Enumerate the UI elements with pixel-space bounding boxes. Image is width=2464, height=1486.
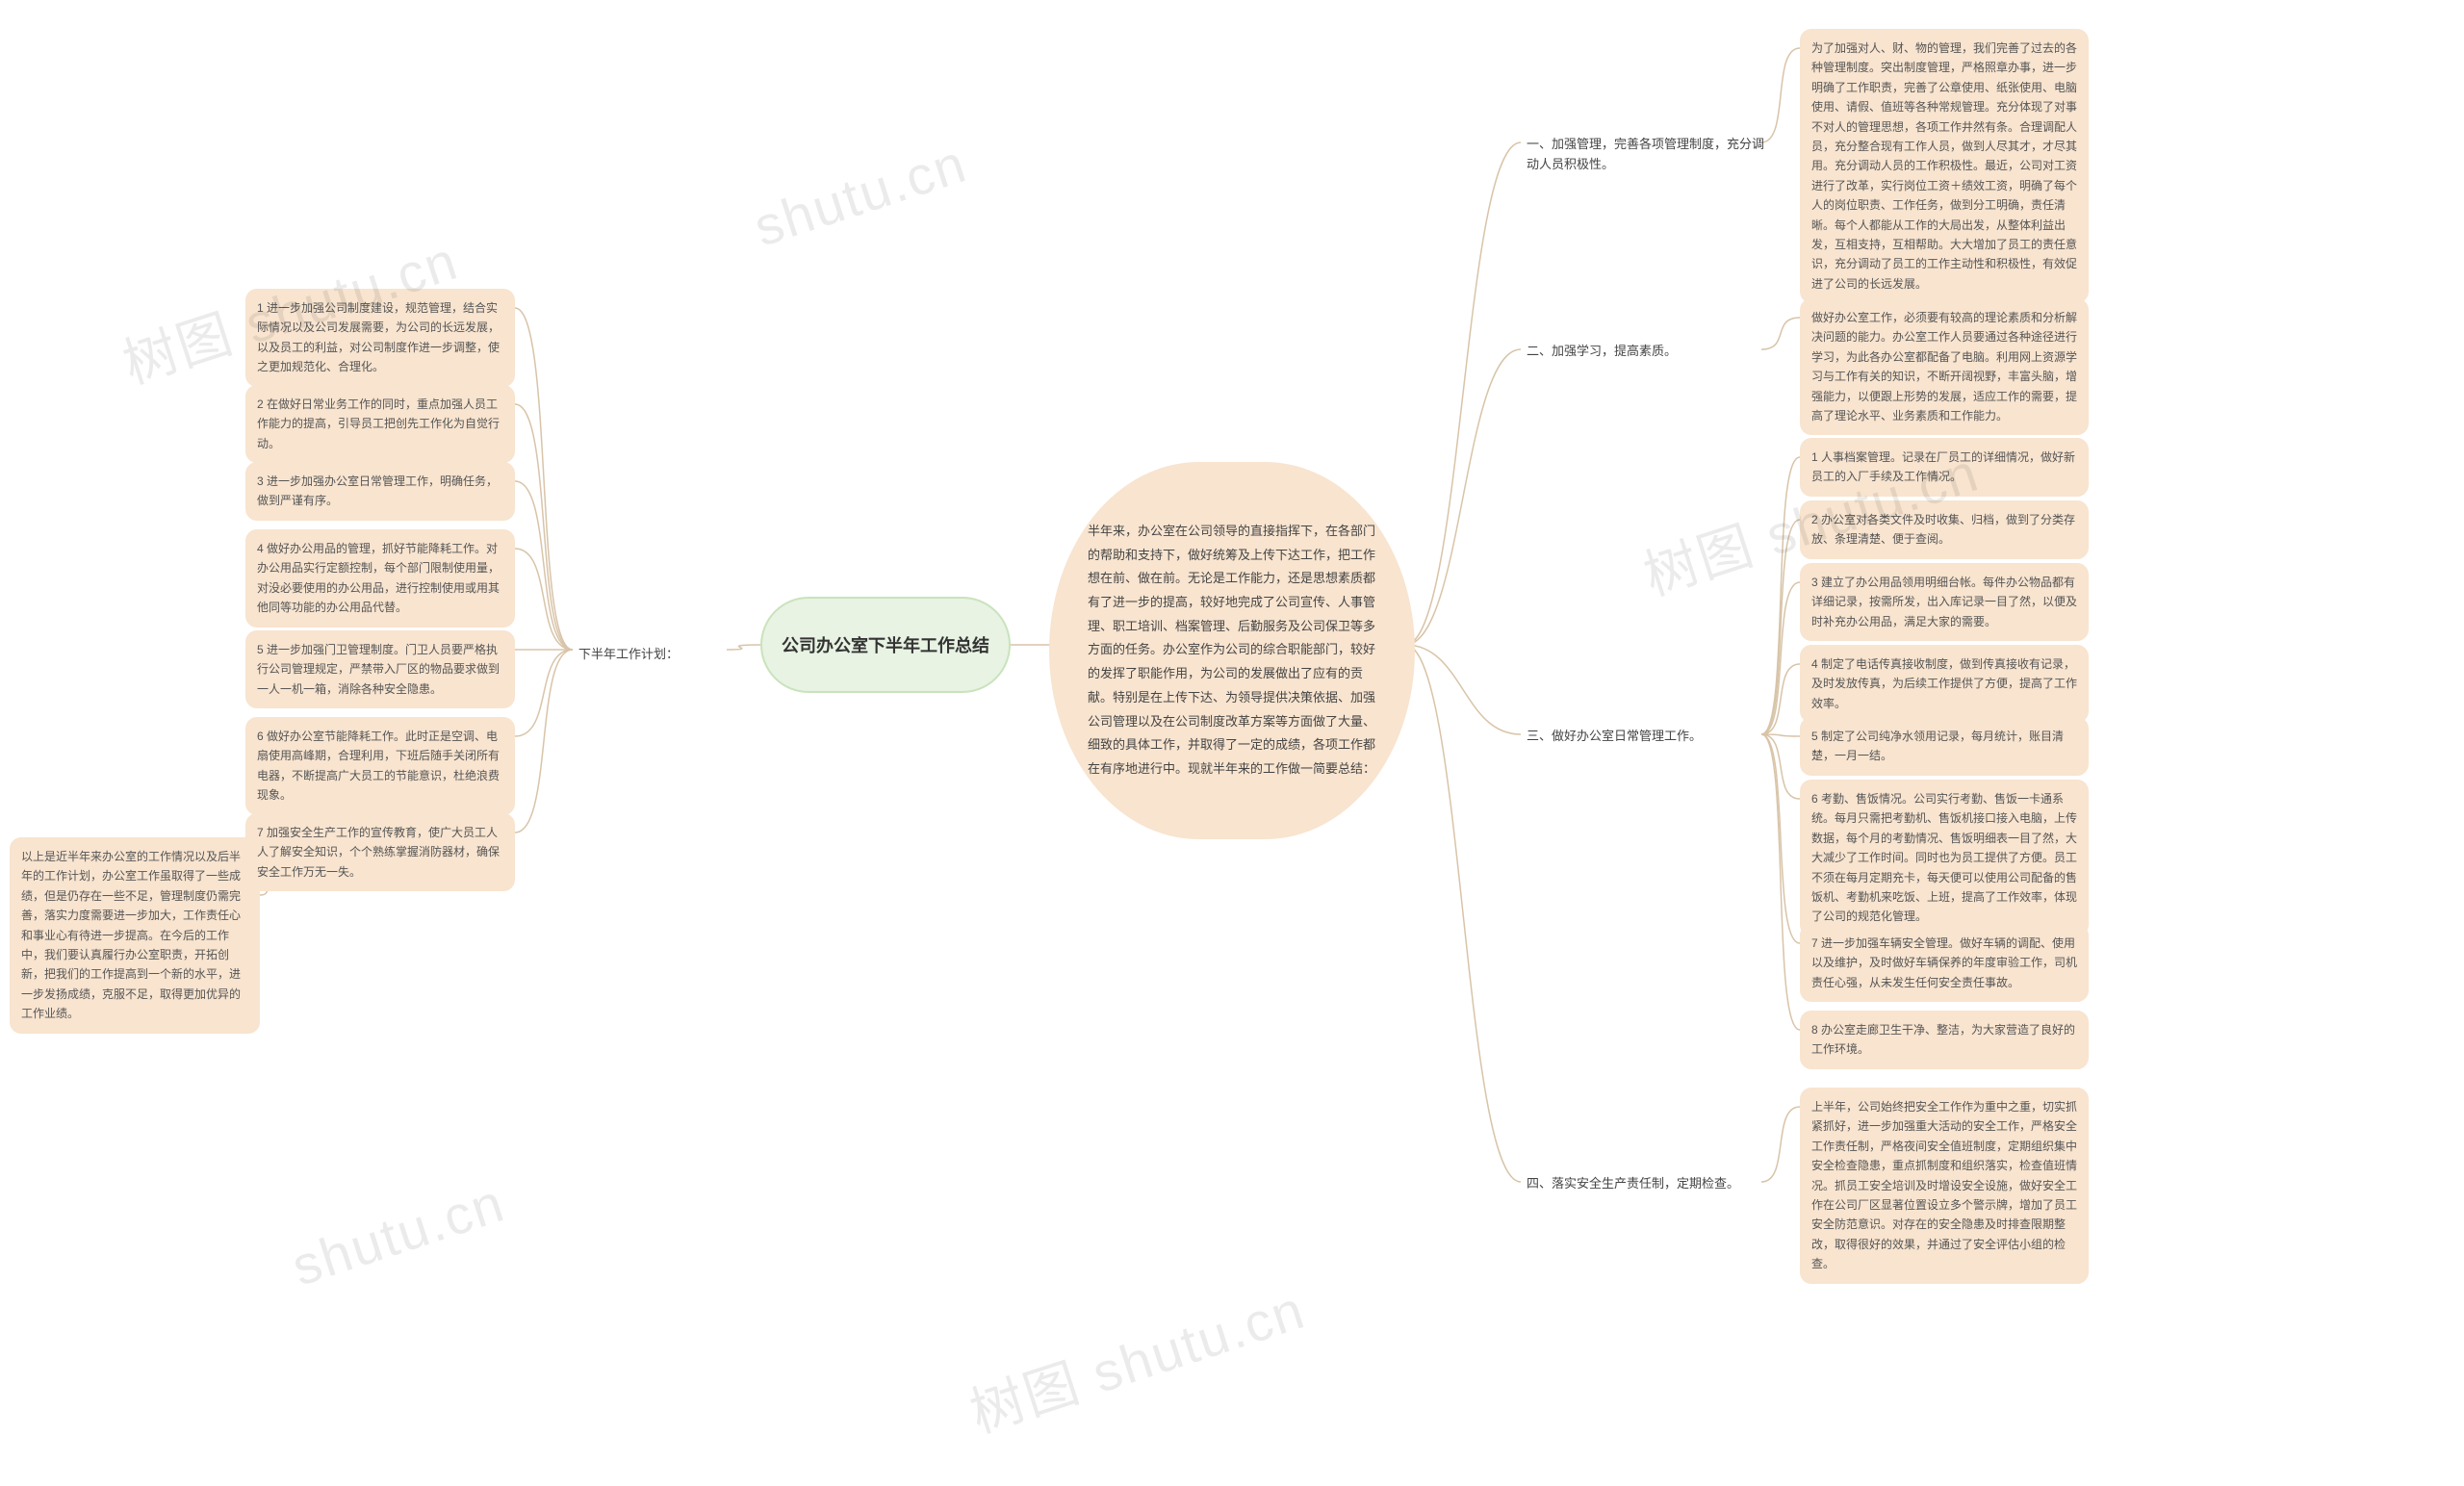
- left-leaf: 3 进一步加强办公室日常管理工作，明确任务，做到严谨有序。: [245, 462, 515, 521]
- left-leaf: 2 在做好日常业务工作的同时，重点加强人员工作能力的提高，引导员工把创先工作化为…: [245, 385, 515, 463]
- conclusion-leaf: 以上是近半年来办公室的工作情况以及后半年的工作计划，办公室工作虽取得了一些成绩，…: [10, 837, 260, 1034]
- watermark: 树图 shutu.cn: [959, 1267, 1314, 1448]
- left-leaf: 6 做好办公室节能降耗工作。此时正是空调、电扇使用高峰期，合理利用，下班后随手关…: [245, 717, 515, 815]
- right-leaf: 8 办公室走廊卫生干净、整洁，为大家营造了良好的工作环境。: [1800, 1011, 2089, 1069]
- right-leaf: 3 建立了办公用品领用明细台帐。每件办公物品都有详细记录，按需所发，出入库记录一…: [1800, 563, 2089, 641]
- right-leaf: 4 制定了电话传真接收制度，做到传真接收有记录，及时发放传真，为后续工作提供了方…: [1800, 645, 2089, 723]
- right-section-label: 四、落实安全生产责任制，定期检查。: [1521, 1165, 1745, 1204]
- right-section-label: 三、做好办公室日常管理工作。: [1521, 717, 1707, 756]
- right-section-label: 二、加强学习，提高素质。: [1521, 332, 1682, 372]
- right-leaf: 为了加强对人、财、物的管理，我们完善了过去的各种管理制度。突出制度管理，严格照章…: [1800, 29, 2089, 303]
- right-leaf: 5 制定了公司纯净水领用记录，每月统计，账目清楚，一月一结。: [1800, 717, 2089, 776]
- right-section-label: 一、加强管理，完善各项管理制度，充分调动人员积极性。: [1521, 125, 1771, 185]
- right-leaf: 6 考勤、售饭情况。公司实行考勤、售饭一卡通系统。每月只需把考勤机、售饭机接口接…: [1800, 780, 2089, 936]
- left-leaf: 7 加强安全生产工作的宣传教育，使广大员工人人了解安全知识，个个熟练掌握消防器材…: [245, 813, 515, 891]
- left-branch-label: 下半年工作计划：: [573, 635, 684, 675]
- center-node: 公司办公室下半年工作总结: [760, 597, 1011, 693]
- right-leaf: 1 人事档案管理。记录在厂员工的详细情况，做好新员工的入厂手续及工作情况。: [1800, 438, 2089, 497]
- watermark: shutu.cn: [285, 1170, 513, 1297]
- right-leaf: 2 办公室对各类文件及时收集、归档，做到了分类存放、条理清楚、便于查阅。: [1800, 500, 2089, 559]
- watermark: shutu.cn: [747, 131, 975, 258]
- right-leaf: 上半年，公司始终把安全工作作为重中之重，切实抓紧抓好，进一步加强重大活动的安全工…: [1800, 1088, 2089, 1284]
- left-leaf: 4 做好办公用品的管理，抓好节能降耗工作。对办公用品实行定额控制，每个部门限制使…: [245, 529, 515, 628]
- left-leaf: 5 进一步加强门卫管理制度。门卫人员要严格执行公司管理规定，严禁带入厂区的物品要…: [245, 630, 515, 708]
- right-leaf: 做好办公室工作，必须要有较高的理论素质和分析解决问题的能力。办公室工作人员要通过…: [1800, 298, 2089, 435]
- right-leaf: 7 进一步加强车辆安全管理。做好车辆的调配、使用以及维护，及时做好车辆保养的年度…: [1800, 924, 2089, 1002]
- left-leaf: 1 进一步加强公司制度建设，规范管理，结合实际情况以及公司发展需要，为公司的长远…: [245, 289, 515, 387]
- intro-ellipse: 半年来，办公室在公司领导的直接指挥下，在各部门的帮助和支持下，做好统筹及上传下达…: [1049, 462, 1415, 839]
